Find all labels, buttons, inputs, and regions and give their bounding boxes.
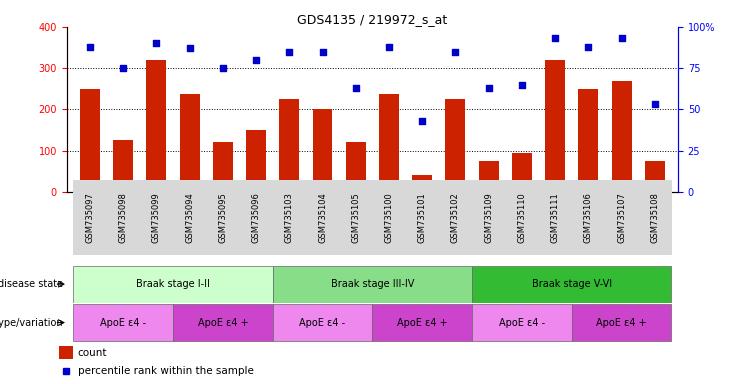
Bar: [113, 141, 133, 192]
Point: [184, 45, 196, 51]
Bar: [472, 304, 572, 341]
Text: GSM735094: GSM735094: [185, 192, 194, 243]
Point: [283, 48, 295, 55]
Text: GSM735109: GSM735109: [484, 192, 494, 243]
Point: [416, 118, 428, 124]
Point: [616, 35, 628, 41]
Text: GSM735101: GSM735101: [418, 192, 427, 243]
Bar: [645, 161, 665, 192]
Text: Braak stage V-VI: Braak stage V-VI: [531, 279, 612, 289]
Text: genotype/variation: genotype/variation: [0, 318, 63, 328]
Text: GSM735106: GSM735106: [584, 192, 593, 243]
Point: [649, 101, 661, 108]
Text: GSM735103: GSM735103: [285, 192, 293, 243]
Text: ApoE ε4 +: ApoE ε4 +: [198, 318, 248, 328]
Point: [582, 44, 594, 50]
Text: ApoE ε4 -: ApoE ε4 -: [299, 318, 345, 328]
Bar: [578, 89, 598, 192]
Bar: [611, 81, 631, 192]
Text: GSM735095: GSM735095: [219, 192, 227, 243]
Bar: [173, 304, 273, 341]
Title: GDS4135 / 219972_s_at: GDS4135 / 219972_s_at: [297, 13, 448, 26]
Text: GSM735098: GSM735098: [119, 192, 127, 243]
Bar: [572, 304, 671, 341]
Bar: [346, 142, 366, 192]
Bar: [512, 153, 532, 192]
Text: ApoE ε4 +: ApoE ε4 +: [397, 318, 448, 328]
Bar: [472, 266, 671, 303]
Text: count: count: [78, 348, 107, 358]
Bar: [273, 304, 373, 341]
Bar: [73, 304, 173, 341]
Bar: [412, 175, 432, 192]
Bar: [213, 142, 233, 192]
Point: [84, 44, 96, 50]
Text: GSM735111: GSM735111: [551, 192, 559, 243]
Text: ApoE ε4 -: ApoE ε4 -: [499, 318, 545, 328]
Text: Braak stage III-IV: Braak stage III-IV: [330, 279, 414, 289]
Text: percentile rank within the sample: percentile rank within the sample: [78, 366, 253, 376]
Point: [350, 85, 362, 91]
Text: Braak stage I-II: Braak stage I-II: [136, 279, 210, 289]
Text: disease state: disease state: [0, 279, 63, 289]
Text: ApoE ε4 +: ApoE ε4 +: [597, 318, 647, 328]
Point: [383, 44, 395, 50]
Bar: [179, 94, 199, 192]
Text: GSM735100: GSM735100: [385, 192, 393, 243]
Bar: [313, 109, 333, 192]
Text: GSM735105: GSM735105: [351, 192, 360, 243]
Bar: [379, 94, 399, 192]
Point: [316, 48, 328, 55]
Bar: [246, 130, 266, 192]
Point: [150, 40, 162, 46]
Text: GSM735107: GSM735107: [617, 192, 626, 243]
Text: GSM735104: GSM735104: [318, 192, 327, 243]
Text: GSM735097: GSM735097: [85, 192, 94, 243]
Bar: [73, 266, 273, 303]
Text: ApoE ε4 -: ApoE ε4 -: [100, 318, 146, 328]
Point: [482, 85, 494, 91]
Text: GSM735099: GSM735099: [152, 192, 161, 243]
Bar: [273, 266, 472, 303]
Point: [549, 35, 561, 41]
Text: GSM735110: GSM735110: [517, 192, 526, 243]
Bar: [147, 60, 167, 192]
Bar: [445, 99, 465, 192]
Bar: [59, 346, 73, 359]
Point: [117, 65, 129, 71]
Bar: [479, 161, 499, 192]
Bar: [279, 99, 299, 192]
Bar: [545, 60, 565, 192]
Text: GSM735102: GSM735102: [451, 192, 460, 243]
Bar: [373, 304, 472, 341]
Point: [516, 81, 528, 88]
Point: [217, 65, 229, 71]
Point: [450, 48, 462, 55]
Text: GSM735096: GSM735096: [251, 192, 261, 243]
Point: [250, 57, 262, 63]
Bar: [80, 89, 100, 192]
Text: GSM735108: GSM735108: [651, 192, 659, 243]
